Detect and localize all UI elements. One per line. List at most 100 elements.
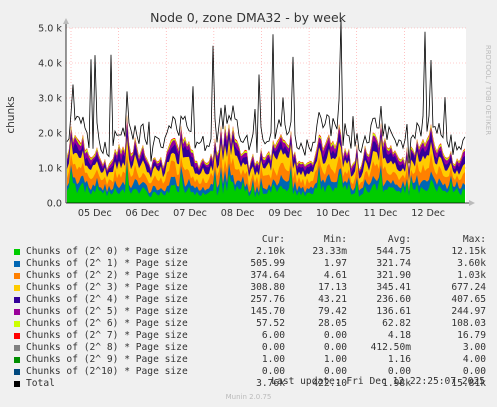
x-tick-label: 07 Dec bbox=[173, 208, 207, 219]
legend-avg-value: 1.16 bbox=[387, 354, 411, 365]
legend-cur-value: 0.00 bbox=[261, 342, 285, 353]
x-tick-label: 06 Dec bbox=[126, 208, 160, 219]
legend-swatch bbox=[14, 273, 20, 279]
legend-swatch bbox=[14, 297, 20, 303]
legend-row: Chunks of (2^ 7) * Page size 6.00 0.00 4.18… bbox=[14, 330, 494, 342]
legend-cur-value: 145.70 bbox=[250, 306, 285, 317]
legend-max-value: 407.65 bbox=[451, 294, 486, 305]
legend-swatch bbox=[14, 309, 20, 315]
legend-row: Chunks of (2^ 6) * Page size 57.52 28.05 62… bbox=[14, 318, 494, 330]
legend-max-value: 0.00 bbox=[462, 366, 486, 377]
legend-max-value: 244.97 bbox=[451, 306, 486, 317]
legend-avg-value: 321.90 bbox=[376, 270, 411, 281]
legend-cur-value: 6.00 bbox=[261, 330, 285, 341]
legend-cur-value: 308.80 bbox=[250, 282, 285, 293]
legend-min-value: 4.61 bbox=[323, 270, 347, 281]
legend-header-max: Max: bbox=[462, 234, 486, 245]
legend-row: Chunks of (2^ 2) * Page size 374.64 4.61 32… bbox=[14, 270, 494, 282]
legend-cur-value: 257.76 bbox=[250, 294, 285, 305]
legend-max-value: 4.00 bbox=[462, 354, 486, 365]
legend-series-name: Chunks of (2^ 2) * Page size bbox=[26, 270, 188, 281]
legend-row: Chunks of (2^ 3) * Page size 308.80 17.13 3… bbox=[14, 282, 494, 294]
legend-swatch bbox=[14, 345, 20, 351]
legend-row: Total 3.76k 422.10 1.98k 15.81k bbox=[14, 378, 494, 390]
x-tick-label: 05 Dec bbox=[78, 208, 112, 219]
legend-avg-value: 412.50m bbox=[370, 342, 411, 353]
legend-cur-value: 0.00 bbox=[261, 366, 285, 377]
x-axis-arrow bbox=[469, 200, 475, 206]
total-line bbox=[66, 19, 466, 164]
legend-avg-value: 321.74 bbox=[376, 258, 411, 269]
legend-avg-value: 236.60 bbox=[376, 294, 411, 305]
legend-header-cur: Cur: bbox=[261, 234, 285, 245]
legend-row: Chunks of (2^ 5) * Page size 145.70 79.42 1… bbox=[14, 306, 494, 318]
legend-min-value: 79.42 bbox=[318, 306, 347, 317]
legend-series-name: Chunks of (2^ 1) * Page size bbox=[26, 258, 188, 269]
legend: Cur: Min: Avg: Max: Chunks of (2^ 0) * P… bbox=[14, 234, 494, 390]
legend-row: Chunks of (2^ 1) * Page size 505.99 1.97 32… bbox=[14, 258, 494, 270]
legend-swatch bbox=[14, 285, 20, 291]
x-tick-label: 08 Dec bbox=[221, 208, 255, 219]
legend-max-value: 16.79 bbox=[457, 330, 486, 341]
legend-avg-value: 345.41 bbox=[376, 282, 411, 293]
legend-cur-value: 374.64 bbox=[250, 270, 285, 281]
x-tick-label: 12 Dec bbox=[411, 208, 445, 219]
legend-avg-value: 136.61 bbox=[376, 306, 411, 317]
legend-min-value: 17.13 bbox=[318, 282, 347, 293]
legend-swatch bbox=[14, 321, 20, 327]
legend-row: Chunks of (2^ 8) * Page size 0.00 0.00 412.… bbox=[14, 342, 494, 354]
legend-swatch bbox=[14, 261, 20, 267]
legend-row: Chunks of (2^10) * Page size 0.00 0.00 0.00… bbox=[14, 366, 494, 378]
y-tick-label: 1.0 k bbox=[38, 164, 62, 175]
x-tick-label: 09 Dec bbox=[268, 208, 302, 219]
legend-cur-value: 505.99 bbox=[250, 258, 285, 269]
legend-cur-value: 2.10k bbox=[256, 246, 285, 257]
legend-series-name: Chunks of (2^ 9) * Page size bbox=[26, 354, 188, 365]
legend-swatch bbox=[14, 369, 20, 375]
y-axis-label: chunks bbox=[5, 96, 17, 133]
legend-series-name: Chunks of (2^ 0) * Page size bbox=[26, 246, 188, 257]
legend-min-value: 0.00 bbox=[323, 366, 347, 377]
legend-cur-value: 3.76k bbox=[256, 378, 285, 389]
legend-series-name: Chunks of (2^ 8) * Page size bbox=[26, 342, 188, 353]
legend-min-value: 23.33m bbox=[312, 246, 347, 257]
legend-series-name: Chunks of (2^ 6) * Page size bbox=[26, 318, 188, 329]
chart-title: Node 0, zone DMA32 - by week bbox=[150, 10, 347, 25]
legend-swatch bbox=[14, 381, 20, 387]
legend-min-value: 0.00 bbox=[323, 330, 347, 341]
legend-header-avg: Avg: bbox=[387, 234, 411, 245]
legend-avg-value: 62.82 bbox=[382, 318, 411, 329]
legend-min-value: 0.00 bbox=[323, 342, 347, 353]
legend-min-value: 1.97 bbox=[323, 258, 347, 269]
legend-header-min: Min: bbox=[323, 234, 347, 245]
legend-max-value: 12.15k bbox=[451, 246, 486, 257]
legend-min-value: 422.10 bbox=[312, 378, 347, 389]
legend-avg-value: 4.18 bbox=[387, 330, 411, 341]
legend-series-name: Chunks of (2^ 7) * Page size bbox=[26, 330, 188, 341]
legend-avg-value: 1.98k bbox=[382, 378, 411, 389]
legend-header: Cur: Min: Avg: Max: bbox=[14, 234, 494, 246]
x-tick-label: 11 Dec bbox=[364, 208, 398, 219]
legend-series-name: Total bbox=[26, 378, 55, 389]
legend-max-value: 677.24 bbox=[451, 282, 486, 293]
y-tick-label: 5.0 k bbox=[38, 24, 62, 35]
y-tick-label: 4.0 k bbox=[38, 59, 62, 70]
legend-min-value: 28.05 bbox=[318, 318, 347, 329]
legend-max-value: 15.81k bbox=[451, 378, 486, 389]
legend-swatch bbox=[14, 357, 20, 363]
area-series-order0 bbox=[67, 165, 465, 203]
legend-row: Chunks of (2^ 4) * Page size 257.76 43.21 2… bbox=[14, 294, 494, 306]
y-tick-label: 3.0 k bbox=[38, 94, 62, 105]
legend-avg-value: 544.75 bbox=[376, 246, 411, 257]
y-axis-arrow bbox=[63, 18, 69, 24]
last-update: Last update: Fri Dec 12 22:25:07 2025 bbox=[271, 376, 485, 387]
legend-swatch bbox=[14, 333, 20, 339]
y-tick-label: 2.0 k bbox=[38, 129, 62, 140]
munin-version: Munin 2.0.75 bbox=[225, 393, 272, 401]
legend-avg-value: 0.00 bbox=[387, 366, 411, 377]
legend-max-value: 1.03k bbox=[457, 270, 486, 281]
rrdtool-credit: RRDTOOL / TOBI OETIKER bbox=[484, 45, 492, 135]
legend-series-name: Chunks of (2^ 4) * Page size bbox=[26, 294, 188, 305]
legend-max-value: 3.00 bbox=[462, 342, 486, 353]
